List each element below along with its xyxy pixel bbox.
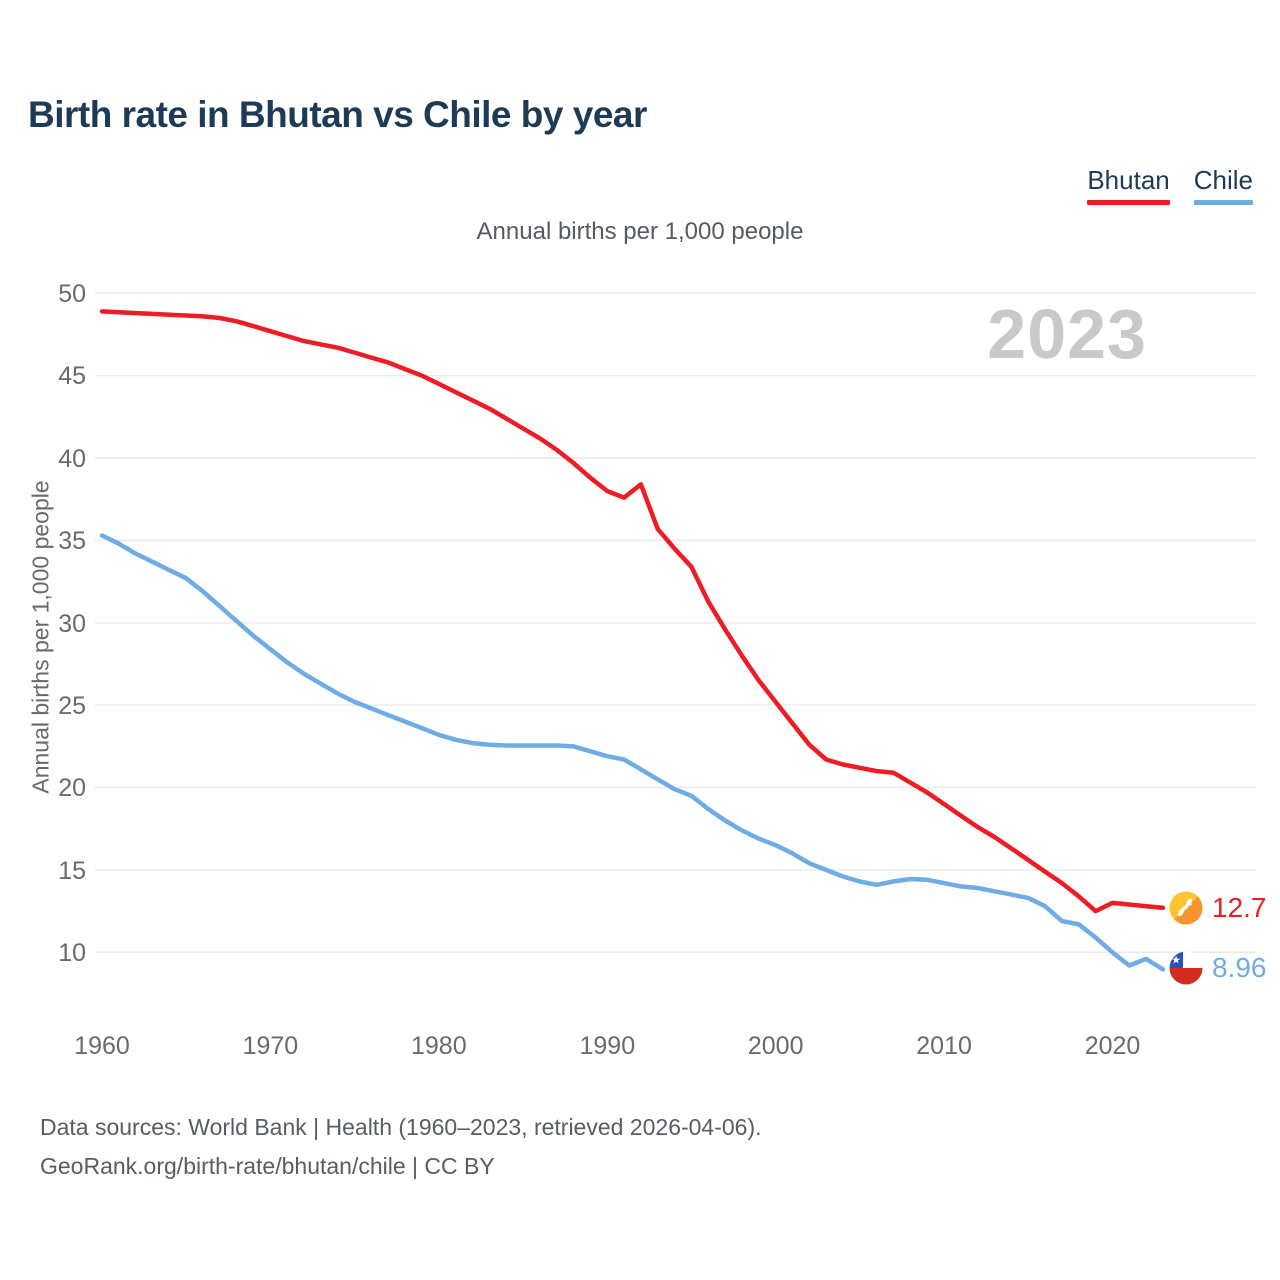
- x-tick-label-1960: 1960: [74, 1032, 130, 1060]
- chile-end-value: 8.96: [1212, 952, 1267, 983]
- chile-end-marker: ★ 8.96: [1169, 951, 1267, 985]
- watermark-year: 2023: [987, 295, 1147, 373]
- legend-label-bhutan: Bhutan: [1087, 165, 1170, 195]
- chile-flag-icon: ★: [1169, 951, 1203, 985]
- footer-sources-line: Data sources: World Bank | Health (1960–…: [40, 1114, 762, 1140]
- y-tick-label-35: 35: [58, 527, 86, 555]
- bhutan-flag-icon: [1169, 891, 1203, 925]
- y-tick-label-45: 45: [58, 362, 86, 390]
- y-tick-label-50: 50: [58, 280, 86, 308]
- y-tick-label-15: 15: [58, 857, 86, 885]
- svg-text:★: ★: [1171, 955, 1181, 967]
- legend: Bhutan Chile: [1087, 165, 1253, 205]
- y-tick-label-30: 30: [58, 610, 86, 638]
- x-tick-label-1970: 1970: [243, 1032, 299, 1060]
- chart-canvas: 50 45 40 35 30 25 20 15 10 1960 1970 198…: [58, 280, 1256, 1060]
- x-tick-label-1990: 1990: [579, 1032, 635, 1060]
- chile-line: [99, 533, 1166, 972]
- bhutan-end-value: 12.7: [1212, 892, 1267, 923]
- footer-url-line: GeoRank.org/birth-rate/bhutan/chile | CC…: [40, 1153, 495, 1179]
- x-tick-label-2020: 2020: [1085, 1032, 1141, 1060]
- y-tick-label-25: 25: [58, 692, 86, 720]
- legend-color-chile: [1193, 200, 1253, 205]
- y-tick-label-10: 10: [58, 939, 86, 967]
- legend-item-bhutan[interactable]: Bhutan: [1087, 165, 1170, 205]
- bhutan-line: [99, 309, 1166, 914]
- x-tick-label-2000: 2000: [748, 1032, 804, 1060]
- x-tick-label-1980: 1980: [411, 1032, 467, 1060]
- bhutan-end-marker: 12.7: [1169, 891, 1267, 925]
- x-tick-label-2010: 2010: [916, 1032, 972, 1060]
- y-tick-label-40: 40: [58, 445, 86, 473]
- chart-subtitle: Annual births per 1,000 people: [476, 218, 804, 245]
- page-title: Birth rate in Bhutan vs Chile by year: [28, 94, 647, 135]
- legend-item-chile[interactable]: Chile: [1193, 165, 1253, 205]
- legend-color-bhutan: [1087, 200, 1170, 205]
- footer: Data sources: World Bank | Health (1960–…: [40, 1108, 762, 1186]
- y-tick-label-20: 20: [58, 774, 86, 802]
- legend-label-chile: Chile: [1193, 165, 1253, 195]
